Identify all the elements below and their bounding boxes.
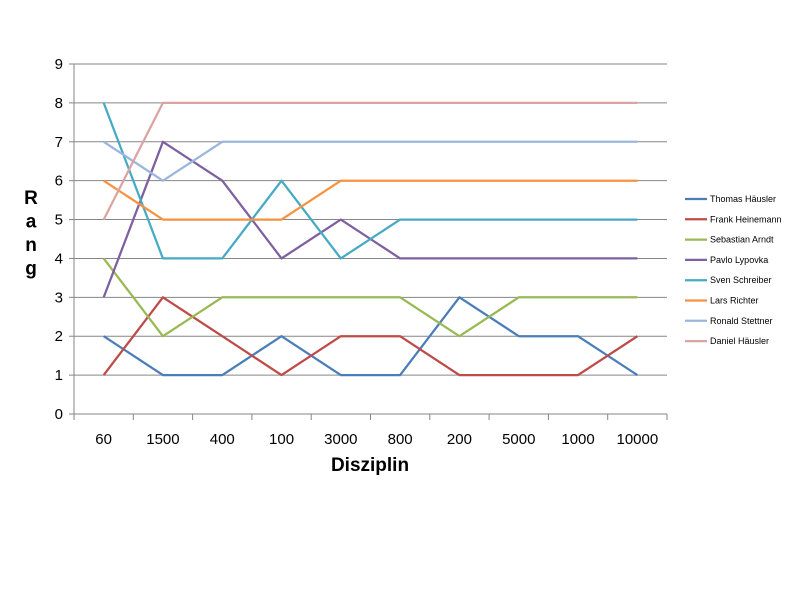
legend-label: Lars Richter <box>710 296 759 306</box>
y-tick-label: 0 <box>55 406 63 423</box>
legend-item: Sven Schreiber <box>685 275 772 285</box>
series-line <box>102 102 638 260</box>
legend-label: Ronald Stettner <box>710 316 773 326</box>
legend-item: Sebastian Arndt <box>685 235 774 245</box>
y-tick-label: 2 <box>55 328 63 345</box>
y-tick-label: 4 <box>55 250 63 267</box>
series-line <box>102 101 638 221</box>
y-tick-label: 1 <box>55 367 63 384</box>
axes: 0 1 2 3 4 5 6 7 8 9 60 1500 400 100 3000 800 200 5000 1000… <box>55 56 668 448</box>
series-line <box>102 257 638 338</box>
series-lines <box>102 101 639 377</box>
y-axis-title-letter: g <box>25 259 37 280</box>
x-tick-label: 1000 <box>561 431 594 448</box>
x-tick-label: 60 <box>95 431 112 448</box>
legend: Thomas Häusler Frank Heinemann Sebastian A… <box>685 194 782 346</box>
legend-item: Thomas Häusler <box>685 194 776 204</box>
y-axis-title-letter: R <box>24 188 38 209</box>
x-tick-label: 100 <box>269 431 294 448</box>
y-axis-title-letter: n <box>25 235 37 256</box>
series-line <box>103 140 638 182</box>
y-tick-label: 6 <box>55 173 63 190</box>
legend-item: Frank Heinemann <box>685 214 782 224</box>
legend-label: Thomas Häusler <box>710 194 776 204</box>
legend-item: Daniel Häusler <box>685 336 769 346</box>
x-tick-label: 10000 <box>616 431 658 448</box>
x-tick-label: 1500 <box>146 431 179 448</box>
x-tick-label: 200 <box>447 431 472 448</box>
x-tick-label: 5000 <box>502 431 535 448</box>
legend-label: Sven Schreiber <box>710 275 772 285</box>
series-line <box>103 179 638 221</box>
legend-label: Daniel Häusler <box>710 336 769 346</box>
x-tick-label: 400 <box>210 431 235 448</box>
y-tick-label: 9 <box>55 56 63 73</box>
legend-label: Pavlo Lypovka <box>710 255 768 265</box>
y-tick-label: 5 <box>55 212 63 229</box>
legend-label: Sebastian Arndt <box>710 235 774 245</box>
x-tick-label: 800 <box>388 431 413 448</box>
y-axis-title-letter: a <box>26 212 37 233</box>
x-axis-title: Disziplin <box>331 455 409 476</box>
series-line <box>103 296 639 377</box>
legend-item: Ronald Stettner <box>685 316 773 326</box>
legend-item: Lars Richter <box>685 296 759 306</box>
x-tick-label: 3000 <box>324 431 357 448</box>
y-tick-label: 3 <box>55 289 63 306</box>
y-tick-label: 8 <box>55 95 63 112</box>
legend-label: Frank Heinemann <box>710 214 782 224</box>
y-tick-label: 7 <box>55 134 63 151</box>
legend-item: Pavlo Lypovka <box>685 255 768 265</box>
